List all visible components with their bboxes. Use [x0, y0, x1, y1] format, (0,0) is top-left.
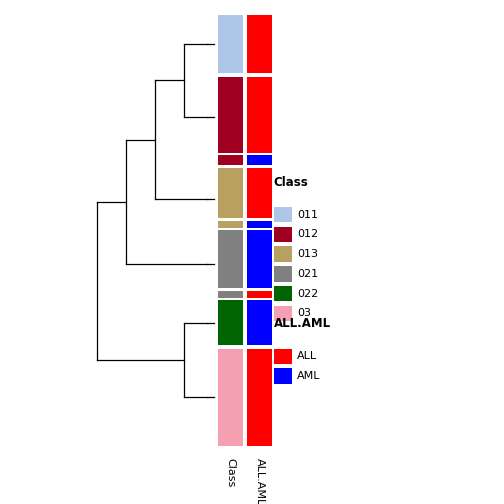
Bar [247, 221, 272, 228]
Bar [247, 15, 272, 73]
Bar [274, 266, 292, 282]
Bar [274, 305, 292, 321]
Bar [274, 246, 292, 262]
Text: ALL: ALL [297, 351, 317, 361]
Bar [247, 349, 272, 446]
Text: 022: 022 [297, 289, 318, 298]
Text: 012: 012 [297, 229, 318, 239]
Bar [218, 349, 243, 446]
Text: Class: Class [226, 458, 236, 487]
Bar [218, 300, 243, 345]
Bar [274, 227, 292, 242]
Bar [274, 286, 292, 301]
Bar [247, 155, 272, 165]
Text: 011: 011 [297, 210, 318, 220]
Bar [274, 207, 292, 222]
Bar [247, 300, 272, 345]
Text: 013: 013 [297, 249, 318, 259]
Bar [218, 155, 243, 165]
Text: AML: AML [297, 371, 321, 381]
Text: 021: 021 [297, 269, 318, 279]
Bar [274, 368, 292, 384]
Bar [218, 168, 243, 218]
Text: Class: Class [274, 176, 308, 189]
Text: ALL.AML: ALL.AML [255, 458, 265, 504]
Bar [218, 291, 243, 298]
Bar [247, 168, 272, 218]
Bar [247, 291, 272, 298]
Bar [247, 77, 272, 153]
Bar [218, 77, 243, 153]
Bar [247, 230, 272, 288]
Bar [274, 349, 292, 364]
Text: ALL.AML: ALL.AML [274, 317, 331, 330]
Text: 03: 03 [297, 308, 311, 319]
Bar [218, 221, 243, 228]
Bar [218, 15, 243, 73]
Bar [218, 230, 243, 288]
